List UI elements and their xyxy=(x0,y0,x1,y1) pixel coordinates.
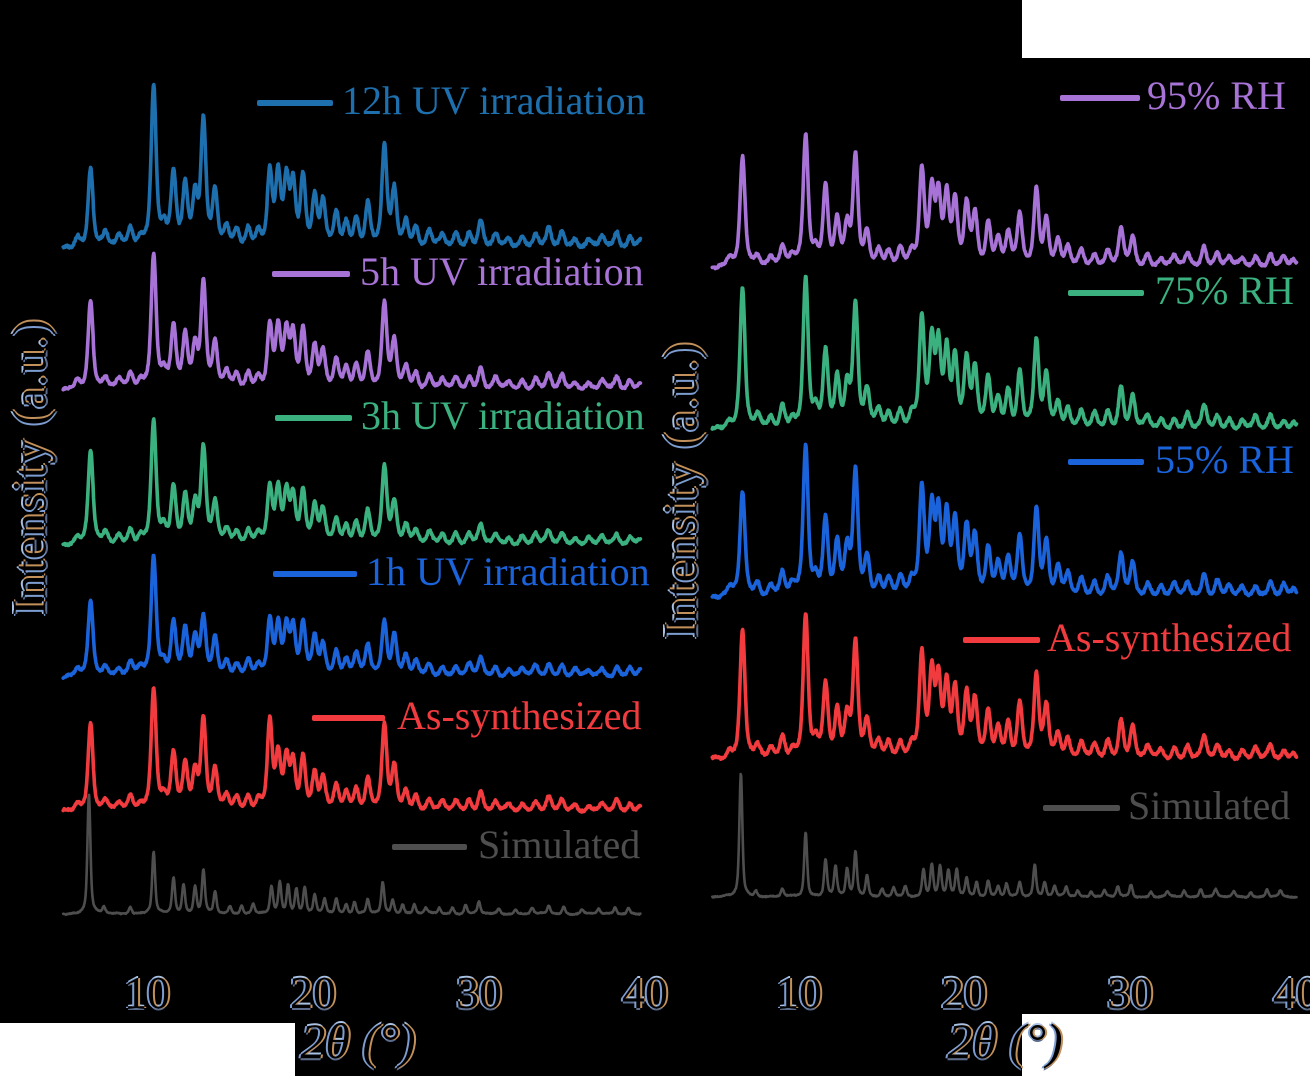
legend-label-left-5h-uv-irradiation: 5h UV irradiation xyxy=(360,249,644,294)
panel-right xyxy=(710,132,1299,899)
tick-left-40: 40 xyxy=(622,967,668,1018)
tick-right-10: 10 xyxy=(776,967,822,1018)
legend-label-left-1h-uv-irradiation: 1h UV irradiation xyxy=(366,549,650,594)
legend-label-left-12h-uv-irradiation: 12h UV irradiation xyxy=(342,78,646,123)
legend-label-left-as-synthesized: As-synthesized xyxy=(397,693,642,738)
trace-left-simulated xyxy=(61,793,642,917)
legend-label-right-75-rh: 75% RH xyxy=(1155,268,1294,313)
white-patch-bottom-right xyxy=(1022,1014,1310,1076)
trace-right-simulated xyxy=(711,772,1298,899)
trace-right-as-synthesized xyxy=(710,612,1299,762)
trace-right-95-rh xyxy=(710,132,1299,271)
trace-left-5h-uv-irradiation xyxy=(61,251,643,392)
legend-line-left-12h-uv-irradiation xyxy=(257,100,333,106)
legend-line-right-75-rh xyxy=(1068,290,1144,296)
trace-right-75-rh xyxy=(710,274,1299,431)
trace-left-3h-uv-irradiation xyxy=(61,417,643,548)
x-axis-label-right: 2θ (°) xyxy=(947,1013,1063,1069)
legend-line-left-3h-uv-irradiation xyxy=(275,415,352,421)
tick-right-40: 40 xyxy=(1273,967,1310,1018)
legend-line-right-95-rh xyxy=(1060,95,1140,101)
legend-line-left-1h-uv-irradiation xyxy=(273,571,357,577)
tick-right-30: 30 xyxy=(1107,967,1153,1018)
white-patch-bottom-left xyxy=(0,1023,295,1076)
y-axis-label-left: Intensity (a.u.) xyxy=(3,318,57,616)
white-patch-top-right xyxy=(1022,0,1310,58)
tick-left-10: 10 xyxy=(124,967,170,1018)
legend-label-right-95-rh: 95% RH xyxy=(1147,73,1286,118)
trace-left-as-synthesized xyxy=(61,686,643,814)
panel-left xyxy=(61,82,643,917)
legend-label-left-3h-uv-irradiation: 3h UV irradiation xyxy=(361,393,645,438)
legend-line-right-as-synthesized xyxy=(963,637,1040,643)
legend-line-left-as-synthesized xyxy=(312,715,385,721)
legend-label-right-55-rh: 55% RH xyxy=(1155,437,1294,482)
trace-right-55-rh xyxy=(710,442,1299,600)
legend-line-right-55-rh xyxy=(1068,459,1144,465)
legend-label-left-simulated: Simulated xyxy=(478,822,641,867)
legend-line-right-simulated xyxy=(1043,805,1120,811)
tick-right-20: 20 xyxy=(941,967,987,1018)
legend-line-left-5h-uv-irradiation xyxy=(272,271,350,277)
trace-left-1h-uv-irradiation xyxy=(61,553,643,680)
legend-label-right-as-synthesized: As-synthesized xyxy=(1047,615,1292,660)
trace-left-12h-uv-irradiation xyxy=(61,82,643,250)
y-axis-label-right: Intensity (a.u.) xyxy=(654,341,708,639)
legend-line-left-simulated xyxy=(392,844,467,850)
legend-label-right-simulated: Simulated xyxy=(1128,783,1291,828)
x-axis-label-left: 2θ (°) xyxy=(300,1013,416,1069)
tick-left-30: 30 xyxy=(456,967,502,1018)
tick-left-20: 20 xyxy=(290,967,336,1018)
